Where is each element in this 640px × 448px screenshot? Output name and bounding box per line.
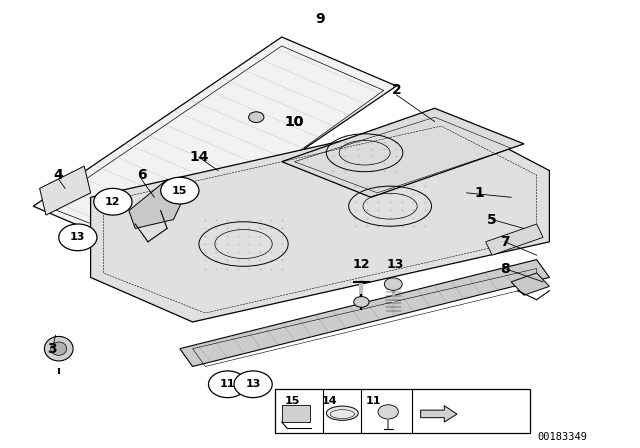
- Text: 13: 13: [387, 258, 404, 271]
- Text: 10: 10: [285, 115, 304, 129]
- Polygon shape: [282, 108, 524, 197]
- Text: 6: 6: [137, 168, 147, 182]
- Text: 11: 11: [220, 379, 236, 389]
- Polygon shape: [486, 224, 543, 255]
- Text: 2: 2: [392, 83, 401, 97]
- Circle shape: [385, 278, 402, 290]
- Text: 15: 15: [284, 396, 300, 406]
- Circle shape: [234, 371, 272, 398]
- Text: 14: 14: [322, 396, 337, 406]
- Text: 12: 12: [353, 258, 370, 271]
- Polygon shape: [420, 405, 457, 422]
- Polygon shape: [91, 117, 549, 322]
- Text: 3: 3: [47, 342, 57, 356]
- Circle shape: [354, 297, 369, 307]
- Polygon shape: [511, 273, 549, 295]
- Polygon shape: [33, 37, 396, 255]
- Circle shape: [209, 371, 246, 398]
- Polygon shape: [129, 180, 186, 228]
- Ellipse shape: [326, 406, 358, 420]
- Text: 14: 14: [189, 150, 209, 164]
- Text: 7: 7: [500, 235, 509, 249]
- Text: 13: 13: [245, 379, 260, 389]
- Text: 00183349: 00183349: [537, 432, 587, 442]
- Text: 1: 1: [474, 186, 484, 200]
- Circle shape: [59, 224, 97, 251]
- Text: 4: 4: [54, 168, 63, 182]
- Bar: [282, 405, 310, 422]
- Text: 9: 9: [315, 12, 325, 26]
- Circle shape: [248, 112, 264, 122]
- Circle shape: [94, 188, 132, 215]
- Ellipse shape: [51, 342, 67, 355]
- Text: 8: 8: [500, 262, 509, 276]
- Polygon shape: [180, 260, 549, 366]
- Polygon shape: [40, 166, 91, 215]
- Text: 15: 15: [172, 185, 188, 196]
- Text: 11: 11: [366, 396, 381, 406]
- Circle shape: [378, 405, 398, 419]
- Text: 12: 12: [105, 197, 121, 207]
- Text: 10: 10: [285, 115, 304, 129]
- Ellipse shape: [44, 336, 73, 361]
- Bar: [275, 389, 531, 433]
- Text: 5: 5: [487, 212, 497, 227]
- Text: 13: 13: [70, 233, 86, 242]
- Circle shape: [161, 177, 199, 204]
